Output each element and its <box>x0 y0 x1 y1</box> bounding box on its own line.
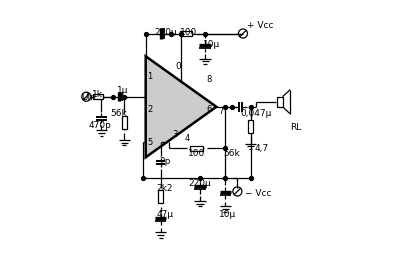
Text: Uin: Uin <box>81 93 96 102</box>
Text: 6: 6 <box>207 105 212 114</box>
Text: 2k2: 2k2 <box>156 184 173 193</box>
Bar <box>277 97 283 107</box>
Text: 100: 100 <box>188 149 205 158</box>
Text: 1: 1 <box>148 72 153 81</box>
Text: 0,047μ: 0,047μ <box>240 109 272 118</box>
Bar <box>190 146 203 151</box>
Text: 1k: 1k <box>92 90 103 99</box>
Bar <box>180 31 192 36</box>
Text: 8: 8 <box>207 74 212 84</box>
Bar <box>122 116 127 129</box>
Text: + Vcc: + Vcc <box>247 21 273 30</box>
Text: 1μ: 1μ <box>117 86 129 95</box>
Text: 4: 4 <box>185 134 190 143</box>
Text: 470p: 470p <box>89 121 112 130</box>
Text: 2p: 2p <box>159 157 170 166</box>
Bar <box>93 94 103 99</box>
Text: 220μ: 220μ <box>189 179 211 188</box>
Text: 10μ: 10μ <box>203 40 220 49</box>
Text: 47μ: 47μ <box>156 210 173 219</box>
Text: RL: RL <box>290 122 301 132</box>
Text: 7: 7 <box>218 107 224 116</box>
Bar <box>158 190 163 203</box>
Text: 10μ: 10μ <box>219 210 236 219</box>
Polygon shape <box>146 56 216 157</box>
Text: − Vcc: − Vcc <box>246 189 272 198</box>
Bar <box>248 120 253 133</box>
Text: 5: 5 <box>148 138 153 147</box>
Text: 56k: 56k <box>223 149 240 158</box>
Text: 0: 0 <box>176 62 182 71</box>
Text: 220μ: 220μ <box>154 28 177 37</box>
Text: 56k: 56k <box>110 109 127 118</box>
Text: 3: 3 <box>172 130 178 139</box>
Text: 100: 100 <box>180 28 197 37</box>
Text: 4,7: 4,7 <box>255 144 269 153</box>
Text: 2: 2 <box>148 105 153 114</box>
